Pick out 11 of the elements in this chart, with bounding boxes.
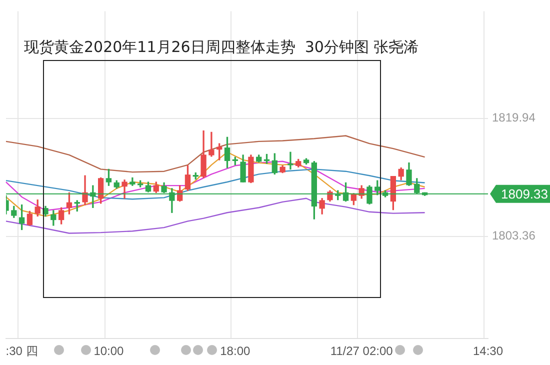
ref-line-label: 1809.33 — [501, 186, 548, 202]
candlestick — [208, 132, 214, 157]
y-tick-label: 1819.94 — [492, 110, 536, 125]
candlestick — [288, 152, 294, 170]
y-tick-label: 1803.36 — [492, 228, 536, 243]
x-tick-label: 11/27 02:00 — [330, 344, 394, 358]
x-tick-label: 10:00 — [94, 344, 124, 358]
x-tick-label: :30 四 — [6, 344, 38, 358]
text: 现货黄金2020年11月26日周四整体走势 30分钟图 张尧浠 — [24, 38, 419, 57]
x-tick-label: 18:00 — [220, 344, 250, 358]
x-tick-label: 14:30 — [472, 344, 504, 358]
